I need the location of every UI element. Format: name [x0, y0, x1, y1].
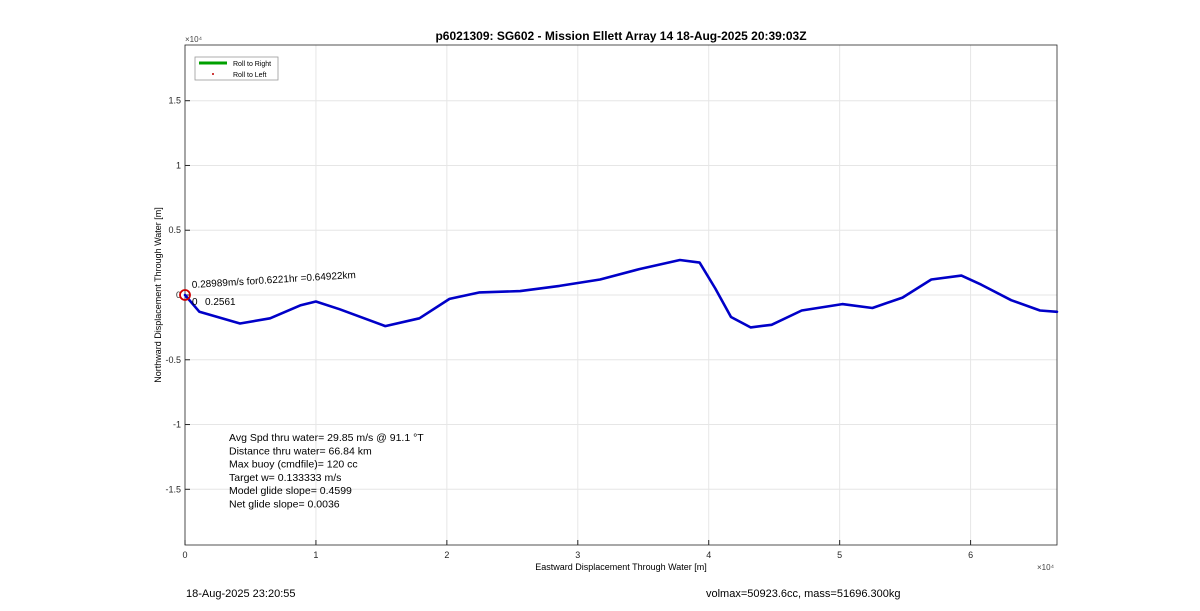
y-tick-label: 0.5 [168, 225, 181, 235]
stats-line: Max buoy (cmdfile)= 120 cc [229, 459, 358, 471]
x-multiplier: ×10⁴ [1037, 563, 1055, 572]
x-tick-label: 1 [313, 550, 318, 560]
stats-line: Net glide slope= 0.0036 [229, 499, 340, 511]
stats-line: Model glide slope= 0.4599 [229, 485, 352, 497]
y-tick-label: -1.5 [165, 484, 181, 494]
chart-title: p6021309: SG602 - Mission Ellett Array 1… [435, 29, 806, 43]
x-tick-label: 2 [444, 550, 449, 560]
legend-label-roll-right: Roll to Right [233, 61, 271, 68]
start-label: 0 [192, 297, 198, 308]
legend-label-roll-left: Roll to Left [233, 72, 267, 79]
start-marker [179, 289, 191, 301]
x-tick-label: 6 [968, 550, 973, 560]
stats-line: Distance thru water= 66.84 km [229, 445, 372, 457]
y-tick-label: 0 [176, 290, 181, 300]
x-axis-label: Eastward Displacement Through Water [m] [535, 562, 707, 572]
x-tick-label: 0 [182, 550, 187, 560]
y-axis-label: Northward Displacement Through Water [m] [153, 207, 163, 383]
x-tick-label: 3 [575, 550, 580, 560]
y-tick-label: -1 [173, 420, 181, 430]
y-tick-label: 1 [176, 160, 181, 170]
legend-dot-roll-left [212, 73, 214, 75]
x-tick-label: 4 [706, 550, 711, 560]
stats-line: Avg Spd thru water= 29.85 m/s @ 91.1 °T [229, 432, 424, 444]
footer-volume-mass: volmax=50923.6cc, mass=51696.300kg [706, 588, 901, 600]
y-tick-label: -0.5 [165, 355, 181, 365]
footer-timestamp: 18-Aug-2025 23:20:55 [186, 588, 296, 600]
y-tick-label: 1.5 [168, 96, 181, 106]
x-tick-label: 5 [837, 550, 842, 560]
overlap-label: 0.2561 [205, 297, 236, 308]
stats-line: Target w= 0.133333 m/s [229, 472, 341, 484]
y-multiplier: ×10⁴ [185, 35, 203, 44]
